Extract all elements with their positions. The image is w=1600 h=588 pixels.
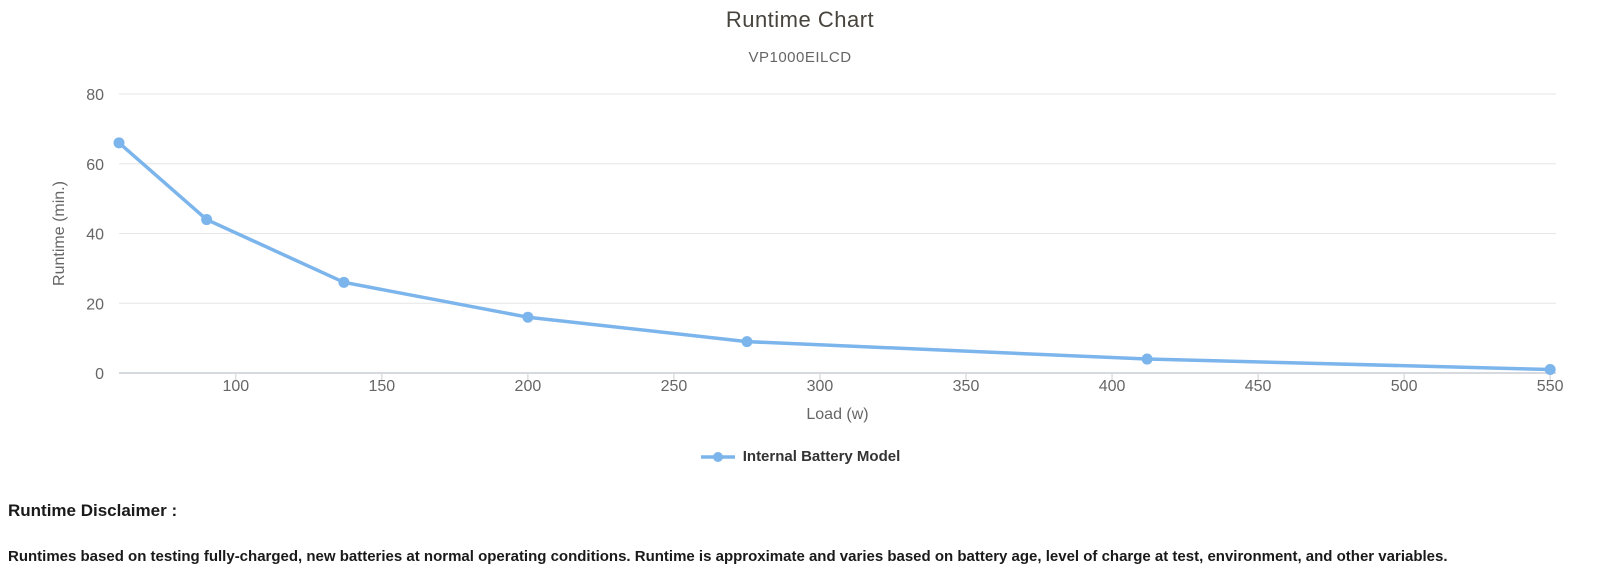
chart-subtitle: VP1000EILCD <box>748 49 852 66</box>
series-line <box>117 141 1552 372</box>
legend-line-marker-icon <box>700 450 736 464</box>
x-tick-label-500: 500 <box>1391 378 1418 395</box>
data-point-200w[interactable] <box>522 311 534 323</box>
x-tick-label-550: 550 <box>1537 378 1564 395</box>
x-axis-title: Load (w) <box>806 406 868 423</box>
y-tick-label-40: 40 <box>86 227 104 244</box>
y-tick-label-80: 80 <box>86 87 104 104</box>
x-tick-label-300: 300 <box>807 378 834 395</box>
data-point-90w[interactable] <box>201 214 213 226</box>
disclaimer-heading: Runtime Disclaimer : <box>8 501 178 520</box>
y-tick-label-0: 0 <box>95 366 104 383</box>
x-tick-label-450: 450 <box>1245 378 1272 395</box>
data-point-275w[interactable] <box>741 336 753 348</box>
data-point-550w[interactable] <box>1544 364 1556 376</box>
x-tick-label-100: 100 <box>222 378 249 395</box>
legend-marker-dot <box>712 451 723 462</box>
data-point-137w[interactable] <box>338 276 350 288</box>
data-point-60w[interactable] <box>113 137 125 149</box>
y-axis-title: Runtime (min.) <box>51 181 68 286</box>
data-point-412w[interactable] <box>1141 353 1153 365</box>
legend-item-internal-battery-model[interactable]: Internal Battery Model <box>700 448 901 465</box>
y-tick-label-20: 20 <box>86 296 104 313</box>
x-tick-label-400: 400 <box>1099 378 1126 395</box>
x-tick-label-350: 350 <box>953 378 980 395</box>
x-tick-label-200: 200 <box>515 378 542 395</box>
x-tick-label-250: 250 <box>661 378 688 395</box>
legend: Internal Battery Model <box>0 448 1600 465</box>
x-tick-label-150: 150 <box>369 378 396 395</box>
y-tick-label-60: 60 <box>86 157 104 174</box>
disclaimer-body: Runtimes based on testing fully-charged,… <box>8 548 1448 565</box>
chart-title: Runtime Chart <box>725 7 875 32</box>
legend-label: Internal Battery Model <box>742 448 901 465</box>
plot-area: 0 20 40 60 80 100 150 200 250 300 350 400 450 500 550 L… <box>51 87 1564 423</box>
